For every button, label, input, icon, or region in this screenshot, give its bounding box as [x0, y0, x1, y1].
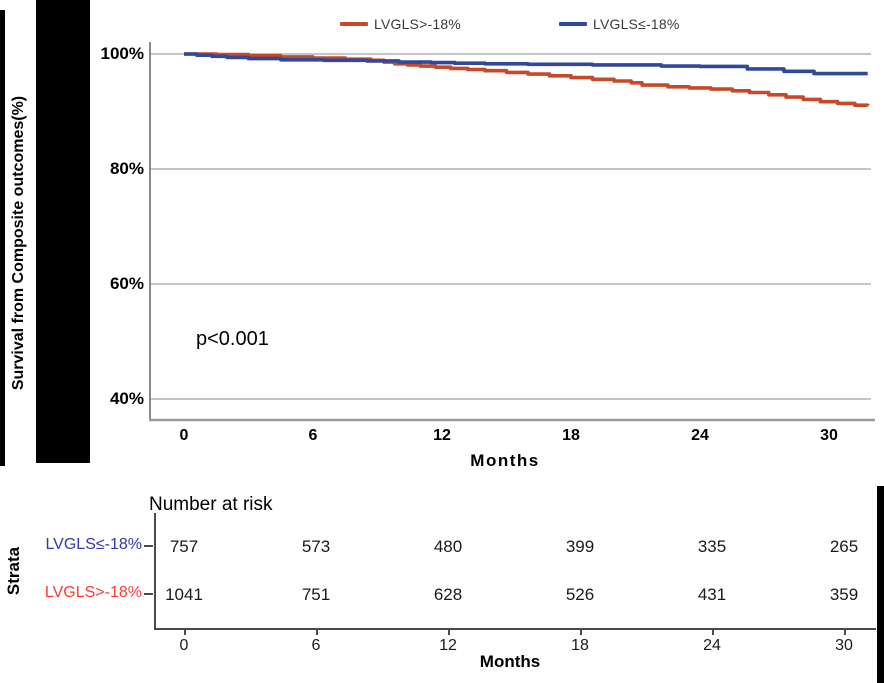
- redaction-bar-left: [36, 0, 90, 463]
- risk-table-x-axis-line: [154, 628, 876, 630]
- y-tick-label: 60%: [109, 274, 144, 293]
- risk-table-heading: Number at risk: [149, 494, 273, 515]
- redaction-bar-left-thin: [0, 10, 5, 466]
- legend-label-red: LVGLS>-18%: [374, 16, 461, 32]
- blue-line-swatch-icon: [559, 22, 587, 26]
- x-axis-title: Months: [470, 451, 540, 470]
- risk-row-label-blue: LVGLS≤-18%: [45, 536, 142, 553]
- x-tick-label: 18: [562, 427, 580, 444]
- risk-count: 265: [829, 537, 859, 556]
- risk-count: 573: [301, 537, 331, 556]
- strata-axis-label: Strata: [4, 546, 23, 596]
- x-tick-label: 0: [179, 427, 189, 444]
- risk-count: 628: [433, 585, 463, 604]
- legend-item-blue: LVGLS≤-18%: [559, 16, 679, 32]
- x-tick-label: 12: [433, 427, 451, 444]
- risk-count: 431: [697, 585, 727, 604]
- survival-plot: [149, 42, 875, 422]
- p-value-annotation: p<0.001: [196, 328, 269, 350]
- risk-axis-tick-mark: [712, 630, 714, 635]
- risk-row-label-red: LVGLS>-18%: [44, 584, 142, 601]
- risk-count: 757: [169, 537, 199, 556]
- risk-row-tick-mark: [144, 593, 153, 595]
- risk-table-y-axis-line: [154, 513, 156, 630]
- y-tick-label: 80%: [109, 159, 144, 178]
- risk-x-tick-label: 24: [703, 637, 721, 654]
- risk-count: 751: [301, 585, 331, 604]
- y-tick-label: 100%: [100, 44, 144, 63]
- survival-curve-blue: [184, 52, 868, 76]
- risk-count: 526: [565, 585, 595, 604]
- risk-count: 335: [697, 537, 727, 556]
- x-tick-label: 30: [820, 427, 838, 444]
- x-tick-label: 24: [691, 427, 709, 444]
- risk-x-tick-label: 0: [179, 637, 189, 654]
- risk-x-tick-label: 18: [571, 637, 589, 654]
- risk-count: 480: [433, 537, 463, 556]
- risk-axis-tick-mark: [184, 630, 186, 635]
- risk-count: 399: [565, 537, 595, 556]
- risk-count: 1041: [165, 585, 203, 604]
- risk-count: 359: [829, 585, 859, 604]
- x-tick-label: 6: [308, 427, 318, 444]
- risk-axis-tick-mark: [580, 630, 582, 635]
- legend-label-blue: LVGLS≤-18%: [593, 16, 680, 32]
- survival-curve-red: [184, 52, 870, 107]
- risk-x-tick-label: 30: [835, 637, 853, 654]
- red-line-swatch-icon: [340, 22, 368, 26]
- risk-axis-tick-mark: [448, 630, 450, 635]
- risk-x-tick-label: 12: [439, 637, 457, 654]
- risk-axis-tick-mark: [316, 630, 318, 635]
- risk-table-x-axis-title: Months: [479, 652, 541, 671]
- redaction-bar-bottom-right: [877, 486, 884, 683]
- legend-item-red: LVGLS>-18%: [340, 16, 461, 32]
- risk-axis-tick-mark: [844, 630, 846, 635]
- risk-row-tick-mark: [144, 545, 153, 547]
- risk-x-tick-label: 6: [311, 637, 321, 654]
- y-tick-label: 40%: [109, 389, 144, 408]
